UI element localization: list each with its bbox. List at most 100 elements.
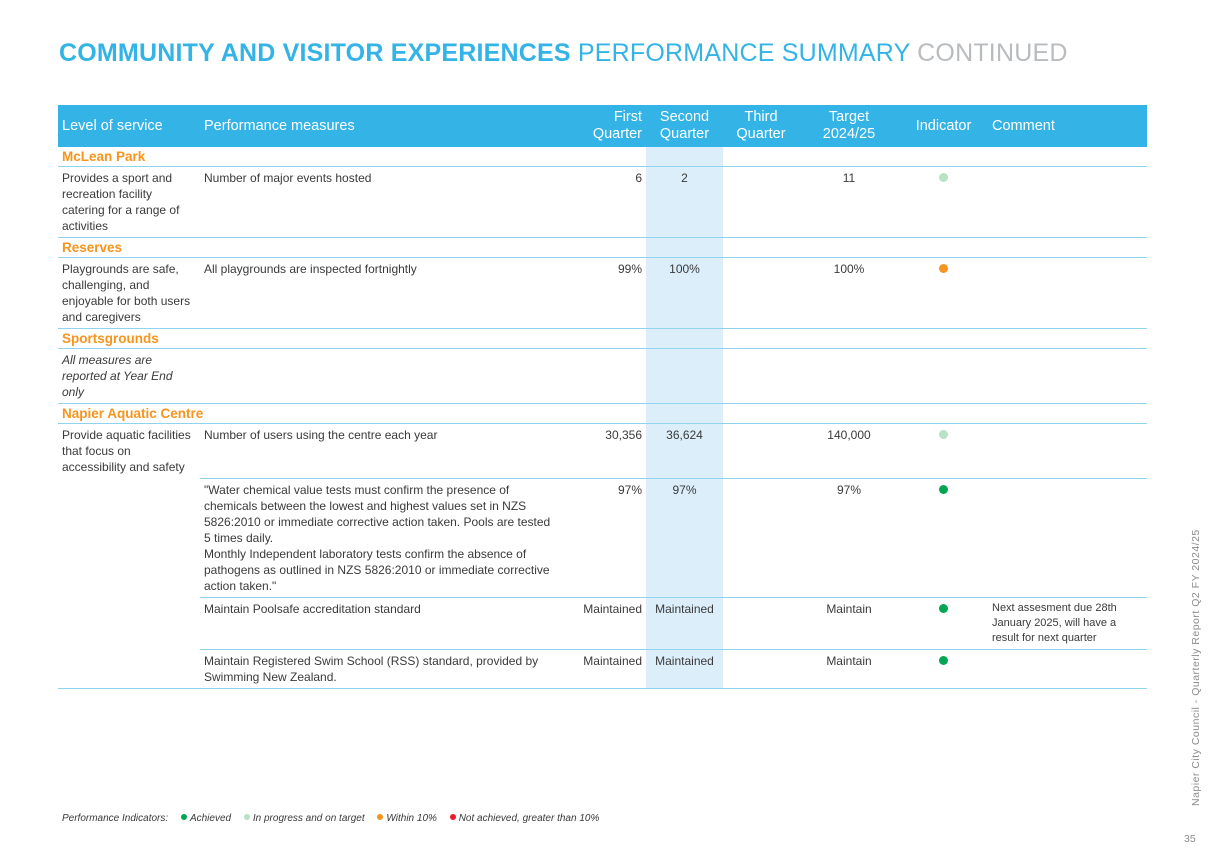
target-value: Maintain — [799, 597, 899, 650]
page-title-light: PERFORMANCE SUMMARY — [577, 39, 911, 67]
col-header-q2-line2: Quarter — [659, 126, 710, 142]
q2-value: 2 — [646, 166, 723, 238]
legend-text-achieved: Achieved — [189, 813, 232, 824]
comment — [988, 478, 1147, 598]
page-number: 35 — [1184, 833, 1196, 845]
table-row: Maintain Poolsafe accreditation standard… — [58, 597, 1147, 650]
comment — [988, 423, 1147, 479]
target-value: Maintain — [799, 649, 899, 689]
comment — [988, 649, 1147, 689]
performance-legend: Performance Indicators: Achieved In prog… — [62, 813, 609, 824]
in-progress-dot-icon — [243, 814, 250, 820]
section-row-reserves: Reserves — [58, 237, 1147, 258]
measure: Maintain Registered Swim School (RSS) st… — [200, 649, 560, 689]
measure: "Water chemical value tests must confirm… — [200, 478, 560, 598]
table-header-row: Level of service Performance measures Fi… — [58, 105, 1147, 147]
col-header-q3: Third Quarter — [723, 105, 799, 147]
indicator-dot-icon — [939, 484, 948, 494]
col-header-q2: Second Quarter — [646, 105, 723, 147]
col-header-level: Level of service — [58, 105, 200, 147]
legend-item-achieved: Achieved — [180, 813, 232, 824]
indicator-dot-icon — [939, 173, 948, 182]
report-side-label: Napier City Council - Quarterly Report Q… — [1190, 529, 1202, 806]
legend-label: Performance Indicators: — [62, 813, 169, 824]
q2-value: 97% — [646, 478, 723, 598]
indicator-dot-icon — [939, 603, 948, 613]
legend-text-within-10: Within 10% — [386, 813, 437, 824]
col-header-q2-line1: Second — [659, 109, 710, 125]
comment — [988, 166, 1147, 238]
level-of-service: Provides a sport and recreation facility… — [58, 166, 200, 238]
col-header-target-line2: 2024/25 — [822, 126, 876, 142]
indicator-dot-icon — [939, 264, 948, 273]
q1-value: 6 — [560, 166, 646, 238]
q1-value: 97% — [560, 478, 646, 598]
q1-value: 30,356 — [560, 423, 646, 479]
table-row: Provide aquatic facilities that focus on… — [58, 423, 1147, 479]
target-value: 140,000 — [799, 423, 899, 479]
target-value: 97% — [799, 478, 899, 598]
col-header-measures: Performance measures — [200, 105, 560, 147]
q3-value — [723, 166, 799, 238]
level-of-service: All measures are reported at Year End on… — [58, 348, 200, 404]
q3-value — [723, 478, 799, 598]
col-header-target-line1: Target — [828, 109, 870, 125]
q2-value: Maintained — [646, 597, 723, 650]
q3-value — [723, 423, 799, 479]
legend-item-in-progress: In progress and on target — [243, 813, 365, 824]
col-header-q1: First Quarter — [560, 105, 646, 147]
section-row-aquatic: Napier Aquatic Centre — [58, 403, 1147, 424]
q2-value: 100% — [646, 257, 723, 329]
measure: Number of major events hosted — [200, 166, 560, 238]
page-title-bold: COMMUNITY AND VISITOR EXPERIENCES — [59, 39, 571, 67]
col-header-q3-line2: Quarter — [736, 126, 786, 142]
page-title: COMMUNITY AND VISITOR EXPERIENCES PERFOR… — [59, 38, 1068, 68]
table-row: Playgrounds are safe, challenging, and e… — [58, 257, 1147, 329]
legend-text-not-achieved: Not achieved, greater than 10% — [458, 813, 600, 824]
measure: Maintain Poolsafe accreditation standard — [200, 597, 560, 650]
measure-part-1: "Water chemical value tests must confirm… — [204, 482, 551, 545]
section-row-mclean: McLean Park — [58, 147, 1147, 167]
col-header-indicator: Indicator — [899, 105, 988, 147]
legend-item-within-10: Within 10% — [377, 813, 437, 824]
comment: Next assesment due 28th January 2025, wi… — [988, 597, 1147, 650]
col-header-comment: Comment — [988, 105, 1147, 147]
page-title-continued: CONTINUED — [917, 39, 1068, 67]
section-row-sportsgrounds: Sportsgrounds — [58, 328, 1147, 349]
measure: All playgrounds are inspected fortnightl… — [200, 257, 560, 329]
performance-table: Level of service Performance measures Fi… — [58, 105, 1147, 689]
section-title-reserves: Reserves — [58, 237, 646, 258]
measure: Number of users using the centre each ye… — [200, 423, 560, 479]
q2-value: 36,624 — [646, 423, 723, 479]
table-row: "Water chemical value tests must confirm… — [58, 478, 1147, 598]
q1-value: Maintained — [560, 649, 646, 689]
achieved-dot-icon — [180, 814, 187, 820]
measure-part-2: Monthly Independent laboratory tests con… — [204, 546, 550, 593]
within-10-dot-icon — [377, 814, 384, 820]
table-row: Provides a sport and recreation facility… — [58, 166, 1147, 238]
target-value: 100% — [799, 257, 899, 329]
legend-text-in-progress: In progress and on target — [252, 813, 365, 824]
level-of-service: Playgrounds are safe, challenging, and e… — [58, 257, 200, 329]
level-of-service: Provide aquatic facilities that focus on… — [62, 428, 191, 474]
table-row: All measures are reported at Year End on… — [58, 348, 1147, 404]
section-title-sportsgrounds: Sportsgrounds — [58, 328, 646, 349]
target-value: 11 — [799, 166, 899, 238]
col-header-q3-line1: Third — [744, 109, 778, 125]
q3-value — [723, 597, 799, 650]
legend-item-not-achieved: Not achieved, greater than 10% — [449, 813, 600, 824]
comment — [988, 257, 1147, 329]
col-header-q1-line2: Quarter — [592, 126, 642, 142]
indicator-dot-icon — [939, 655, 948, 665]
not-achieved-dot-icon — [449, 814, 456, 820]
q3-value — [723, 257, 799, 329]
q1-value: Maintained — [560, 597, 646, 650]
q3-value — [723, 649, 799, 689]
table-row: Maintain Registered Swim School (RSS) st… — [58, 649, 1147, 689]
col-header-q1-line1: First — [613, 109, 642, 125]
col-header-target: Target 2024/25 — [799, 105, 899, 147]
q2-value: Maintained — [646, 649, 723, 689]
section-title-mclean: McLean Park — [58, 147, 646, 167]
section-title-aquatic: Napier Aquatic Centre — [58, 403, 646, 424]
q1-value: 99% — [560, 257, 646, 329]
